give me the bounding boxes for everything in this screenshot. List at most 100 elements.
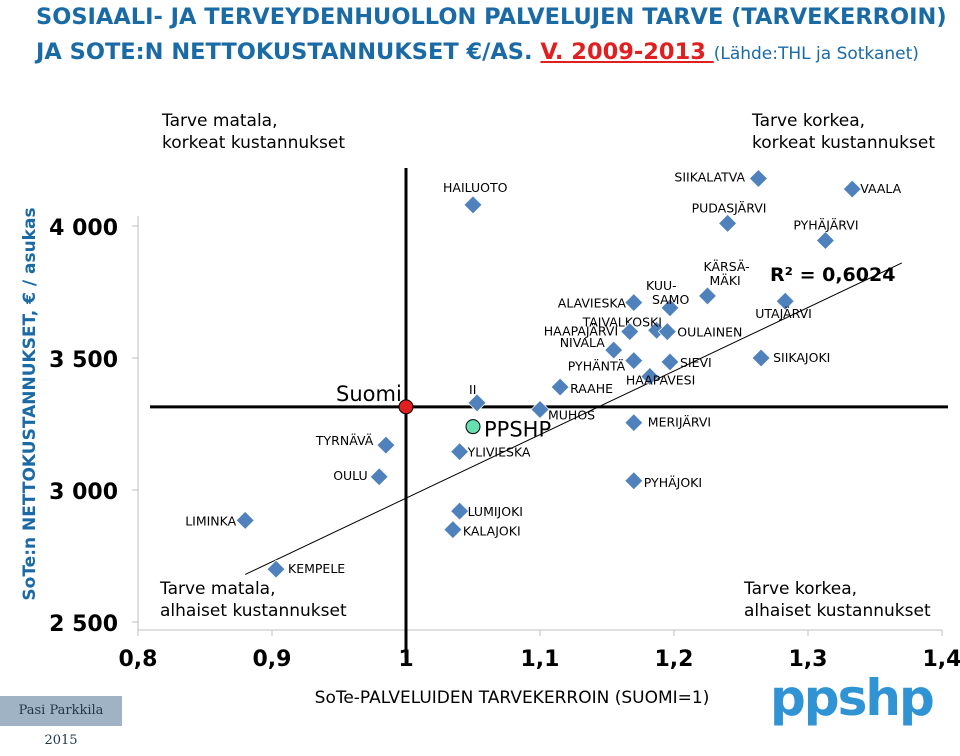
point-label-muhos: MUHOS	[548, 407, 595, 422]
x-tick-label: 1,4	[923, 647, 960, 672]
point-label-lumijoki: LUMIJOKI	[468, 504, 523, 519]
point-raahe	[550, 377, 570, 397]
x-tick-label: 1,3	[789, 647, 828, 672]
point-label-pudasjärvi: PUDASJÄRVI	[692, 200, 767, 215]
point-label-sievi: SIEVI	[680, 355, 712, 370]
point-label-ylivieska: YLIVIESKA	[467, 445, 531, 460]
point-ii	[467, 393, 487, 413]
y-tick-label: 3 500	[49, 348, 118, 373]
x-tick-label: 0,8	[119, 647, 158, 672]
point-alavieska	[624, 292, 644, 313]
point-kalajoki	[443, 520, 463, 540]
point-hailuoto	[463, 195, 483, 215]
quadrant-label-top-right: Tarve korkea, korkeat kustannukset	[751, 111, 935, 153]
point-nivala	[604, 340, 624, 360]
r-squared-label: R² = 0,6024	[770, 264, 895, 286]
ppshp-logo: ppshp	[770, 669, 935, 727]
quadrant-label-line: korkeat kustannukset	[162, 133, 345, 153]
y-tick-label: 3 000	[49, 480, 118, 505]
point-label-hailuoto: HAILUOTO	[443, 180, 508, 195]
quadrant-label-top-left: Tarve matala, korkeat kustannukset	[161, 111, 345, 153]
quadrant-label-bottom-left: Tarve matala, alhaiset kustannukset	[159, 579, 347, 621]
quadrant-label-bottom-right: Tarve korkea, alhaiset kustannukset	[743, 579, 931, 621]
point-label-haapavesi: HAAPAVESI	[626, 372, 695, 387]
data-points: SIIKALATVA HAILUOTO VAALA PUDASJÄRVI PYHÄJÄR…	[185, 168, 902, 579]
point-label-oulainen: OULAINEN	[677, 325, 742, 340]
point-label-raahe: RAAHE	[570, 381, 613, 396]
title-year-link[interactable]: V. 2009-2013	[540, 39, 714, 65]
point-haapavesi	[640, 366, 660, 387]
point-kuusamo	[660, 298, 680, 318]
point-lumijoki	[450, 501, 470, 521]
point-vaala	[842, 179, 862, 199]
point-label-line: KUU-	[646, 278, 677, 293]
suomi-label: Suomi	[336, 382, 402, 406]
point-label-utajärvi: UTAJÄRVI	[755, 306, 812, 321]
title-line-1: SOSIAALI- JA TERVEYDENHUOLLON PALVELUJEN…	[36, 4, 947, 30]
quadrant-label-line: Tarve korkea,	[743, 579, 857, 599]
chart-axes: 2 500 3 000 3 500 4 000 0,8 0,9 1 1,1 1,2 1,3 1,4 S…	[49, 216, 960, 708]
point-oulainen	[657, 322, 677, 342]
point-label-pyhäjoki: PYHÄJOKI	[644, 475, 702, 490]
point-label-ii: II	[469, 382, 476, 397]
point-label-line: KÄRSÄ-	[704, 259, 750, 274]
x-tick-label: 1,1	[521, 647, 560, 672]
point-label-siikajoki: SIIKAJOKI	[773, 350, 830, 365]
point-label-liminka: LIMINKA	[185, 513, 236, 528]
point-label-siikalatva: SIIKALATVA	[674, 169, 745, 184]
point-oulu	[369, 467, 389, 487]
point-label-pyhäntä: PYHÄNTÄ	[568, 359, 626, 374]
ppshp-marker	[465, 419, 481, 435]
x-tick-label: 0,9	[253, 647, 292, 672]
point-ylivieska	[450, 442, 470, 462]
quadrant-label-line: Tarve matala,	[161, 111, 278, 131]
point-label-line: MÄKI	[710, 273, 741, 288]
point-pudasjärvi	[718, 213, 738, 233]
point-sievi	[660, 352, 680, 372]
point-liminka	[235, 510, 255, 530]
point-label-kärsämäki: KÄRSÄ-MÄKI	[704, 259, 750, 288]
point-label-vaala: VAALA	[860, 181, 901, 196]
point-kempele	[266, 559, 286, 579]
slide-title: SOSIAALI- JA TERVEYDENHUOLLON PALVELUJEN…	[36, 0, 956, 72]
point-label-kuusamo: KUU-SAMO	[646, 278, 690, 307]
point-pyhäjoki	[624, 471, 644, 491]
x-tick-label: 1,2	[655, 647, 694, 672]
author-credit: Pasi Parkkila 2015	[0, 696, 122, 748]
title-line-2-text: JA SOTE:N NETTOKUSTANNUKSET €/AS.	[36, 39, 541, 65]
quadrant-label-line: alhaiset kustannukset	[160, 601, 347, 621]
point-label-oulu: OULU	[333, 468, 367, 483]
quadrant-label-line: alhaiset kustannukset	[744, 601, 931, 621]
y-tick-label: 4 000	[49, 216, 118, 241]
reference-points: Suomi PPSHP	[336, 382, 551, 442]
point-utajärvi	[775, 291, 795, 311]
point-haapajärvi	[620, 322, 640, 342]
point-kärsämäki	[697, 286, 718, 306]
title-source: (Lähde:THL ja Sotkanet)	[713, 44, 919, 64]
quadrant-label-line: korkeat kustannukset	[752, 133, 935, 153]
x-axis-title: SoTe-PALVELUIDEN TARVEKERROIN (SUOMI=1)	[315, 688, 710, 708]
point-merijärvi	[624, 413, 644, 433]
point-label-line: SAMO	[652, 292, 690, 307]
point-label-kalajoki: KALAJOKI	[463, 524, 521, 539]
quadrant-label-line: Tarve matala,	[159, 579, 276, 599]
point-siikalatva	[748, 168, 768, 189]
point-label-kempele: KEMPELE	[288, 561, 345, 576]
point-label-tyrnävä: TYRNÄVÄ	[315, 433, 374, 448]
point-pyhäjärvi	[815, 230, 835, 251]
point-tyrnävä	[376, 435, 396, 455]
ppshp-label: PPSHP	[484, 418, 551, 442]
point-label-alavieska: ALAVIESKA	[558, 296, 627, 311]
x-tick-label: 1	[398, 647, 413, 672]
title-line-2: JA SOTE:N NETTOKUSTANNUKSET €/AS. V. 200…	[36, 35, 956, 72]
point-label-nivala: NIVALA	[560, 335, 606, 350]
point-pyhäntä	[624, 351, 644, 371]
suomi-marker	[398, 399, 414, 415]
point-siikajoki	[751, 348, 771, 368]
trendline	[244, 262, 903, 575]
point-label-haapajärvi: HAAPAJÄRVI	[544, 324, 618, 339]
quadrant-label-line: Tarve korkea,	[751, 111, 865, 131]
point-label-merijärvi: MERIJÄRVI	[648, 415, 711, 430]
